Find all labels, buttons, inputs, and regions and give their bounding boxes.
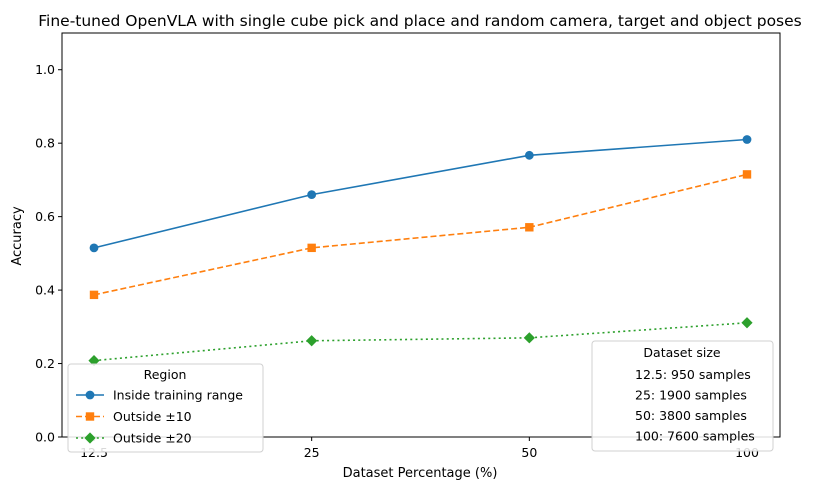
data-point	[742, 135, 752, 144]
y-tick-label: 0.0	[35, 430, 55, 445]
y-axis-label: Accuracy	[10, 206, 25, 266]
y-tick-label: 0.2	[35, 356, 55, 371]
data-point	[88, 355, 100, 367]
data-point	[307, 243, 316, 253]
data-point	[523, 332, 535, 344]
data-point	[742, 170, 752, 179]
legend-label: Outside ±20	[113, 431, 192, 446]
data-point	[89, 290, 99, 300]
dataset-size-legend: Dataset size 12.5: 950 samples 25: 1900 s…	[591, 340, 774, 452]
data-point	[524, 150, 534, 160]
region-legend-frame	[67, 363, 264, 453]
plot-area: 0.00.20.40.60.81.012.52550100	[35, 32, 781, 460]
dataset-legend-frame	[591, 340, 774, 452]
series-1	[89, 135, 752, 253]
region-legend: Region Inside training range Outside ±10 O…	[67, 363, 264, 453]
x-axis-label: Dataset Percentage (%)	[343, 466, 498, 481]
series-line	[93, 321, 748, 362]
series-line	[93, 173, 748, 296]
legend-marker	[85, 390, 95, 400]
data-point	[307, 190, 317, 200]
y-tick-label: 0.6	[35, 209, 55, 224]
legend-marker	[85, 412, 95, 421]
legend-marker	[84, 432, 96, 444]
dataset-legend-entry: 100: 7600 samples	[635, 429, 755, 444]
y-tick-label: 1.0	[35, 62, 55, 77]
dataset-legend-entry: 50: 3800 samples	[635, 408, 747, 423]
y-tick-label: 0.8	[35, 136, 55, 151]
dataset-legend-title: Dataset size	[643, 345, 720, 360]
dataset-legend-entry: 25: 1900 samples	[635, 388, 747, 403]
data-point	[525, 223, 534, 232]
data-point	[306, 335, 318, 347]
region-legend-title: Region	[144, 367, 187, 382]
x-tick-label: 25	[304, 445, 320, 460]
chart-title: Fine-tuned OpenVLA with single cube pick…	[38, 12, 802, 30]
axes-frame	[61, 32, 781, 438]
x-tick-label: 50	[521, 445, 537, 460]
series-line	[93, 138, 748, 249]
legend-label: Inside training range	[113, 388, 243, 403]
data-point	[741, 317, 753, 329]
series-3	[88, 317, 753, 367]
data-point	[89, 243, 99, 253]
series-2	[89, 170, 752, 300]
legend-label: Outside ±10	[113, 409, 192, 424]
dataset-legend-entry: 12.5: 950 samples	[635, 367, 751, 382]
y-tick-label: 0.4	[35, 283, 55, 298]
